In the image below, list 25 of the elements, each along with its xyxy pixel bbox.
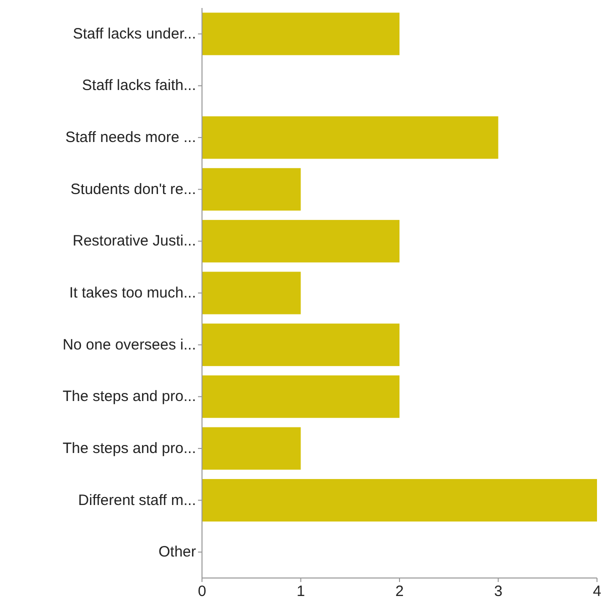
y-tick-label: Different staff m... bbox=[78, 492, 196, 509]
y-tick-label: No one oversees i... bbox=[62, 336, 196, 354]
bar bbox=[202, 324, 400, 366]
y-tick-label: Students don't re... bbox=[70, 180, 196, 198]
bar bbox=[202, 116, 498, 159]
x-tick-label: 0 bbox=[198, 583, 206, 600]
y-tick-label: The steps and pro... bbox=[62, 388, 196, 406]
y-tick-label: Staff lacks faith... bbox=[82, 77, 196, 94]
y-tick-label: Other bbox=[158, 544, 196, 561]
bar bbox=[202, 272, 301, 314]
x-tick-label: 2 bbox=[395, 583, 404, 600]
bar bbox=[202, 479, 597, 522]
y-tick-label: It takes too much... bbox=[69, 284, 196, 302]
x-tick-label: 1 bbox=[296, 583, 305, 600]
bar bbox=[202, 375, 400, 418]
y-tick-label: Restorative Justi... bbox=[72, 232, 196, 250]
bar bbox=[202, 12, 400, 56]
y-tick-label: Staff lacks under... bbox=[72, 25, 196, 42]
y-tick-label: The steps and pro... bbox=[62, 440, 196, 457]
bar bbox=[202, 427, 301, 470]
y-tick-label: Staff needs more ... bbox=[65, 129, 196, 146]
bar bbox=[202, 168, 301, 211]
x-tick-label: 4 bbox=[592, 583, 601, 600]
bar bbox=[202, 220, 400, 262]
x-tick-label: 3 bbox=[494, 583, 502, 600]
